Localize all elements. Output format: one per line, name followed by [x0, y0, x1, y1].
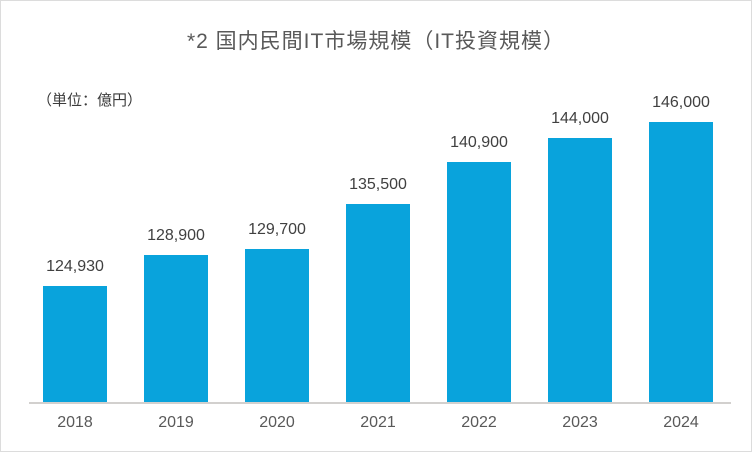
x-tick-2023: 2023	[562, 414, 598, 431]
bar-2024	[649, 122, 713, 402]
bar-2018	[43, 286, 107, 402]
bar-2021	[346, 204, 410, 402]
x-tick-2018: 2018	[57, 414, 93, 431]
x-tick-2020: 2020	[259, 414, 295, 431]
x-axis-line	[29, 402, 731, 404]
x-tick-2024: 2024	[663, 414, 699, 431]
unit-label: （単位：億円）	[37, 92, 143, 109]
value-label-2023: 144,000	[551, 110, 609, 127]
value-label-2021: 135,500	[349, 176, 407, 193]
value-label-2024: 146,000	[652, 94, 710, 111]
x-tick-2022: 2022	[461, 414, 497, 431]
value-label-2022: 140,900	[450, 134, 508, 151]
value-label-2019: 128,900	[147, 227, 205, 244]
bar-2023	[548, 138, 612, 402]
x-tick-2021: 2021	[360, 414, 396, 431]
bar-2020	[245, 249, 309, 402]
chart-title: *2 国内民間IT市場規模（IT投資規模）	[186, 30, 565, 53]
bar-2019	[144, 255, 208, 402]
bar-2022	[447, 162, 511, 402]
value-label-2020: 129,700	[248, 221, 306, 238]
x-tick-2019: 2019	[158, 414, 194, 431]
value-label-2018: 124,930	[46, 258, 104, 275]
